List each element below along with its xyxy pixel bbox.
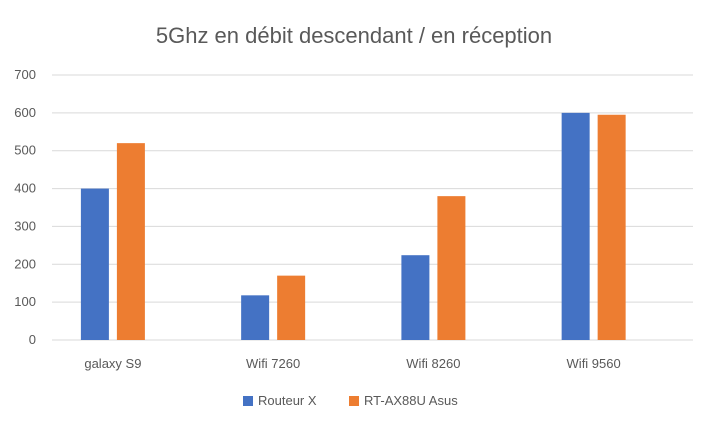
x-tick-label: galaxy S9 <box>84 356 141 371</box>
legend-swatch <box>243 396 253 406</box>
gridlines <box>52 74 693 341</box>
bar-rt-ax88u-asus <box>277 275 306 340</box>
x-tick-label: Wifi 7260 <box>246 356 300 371</box>
y-tick-label: 200 <box>14 256 36 271</box>
chart-title: 5Ghz en débit descendant / en réception <box>156 23 552 48</box>
y-tick-label: 100 <box>14 294 36 309</box>
bar-routeur-x <box>401 255 430 340</box>
y-tick-label: 600 <box>14 105 36 120</box>
bar-routeur-x <box>80 188 109 340</box>
legend-label: RT-AX88U Asus <box>364 393 458 408</box>
y-tick-label: 300 <box>14 218 36 233</box>
y-tick-label: 400 <box>14 181 36 196</box>
y-axis-ticks: 0 100 200 300 400 500 600 700 <box>14 67 36 347</box>
bar-rt-ax88u-asus <box>437 196 466 340</box>
bars <box>80 112 626 340</box>
legend-label: Routeur X <box>258 393 317 408</box>
legend: Routeur X RT-AX88U Asus <box>243 393 458 408</box>
bar-rt-ax88u-asus <box>116 143 145 340</box>
x-axis-ticks: galaxy S9 Wifi 7260 Wifi 8260 Wifi 9560 <box>84 356 620 371</box>
legend-swatch <box>349 396 359 406</box>
y-tick-label: 500 <box>14 143 36 158</box>
x-tick-label: Wifi 9560 <box>567 356 621 371</box>
bar-routeur-x <box>241 295 270 340</box>
bar-rt-ax88u-asus <box>597 114 626 340</box>
y-tick-label: 0 <box>29 332 36 347</box>
x-tick-label: Wifi 8260 <box>406 356 460 371</box>
bar-routeur-x <box>561 112 590 340</box>
y-tick-label: 700 <box>14 67 36 82</box>
